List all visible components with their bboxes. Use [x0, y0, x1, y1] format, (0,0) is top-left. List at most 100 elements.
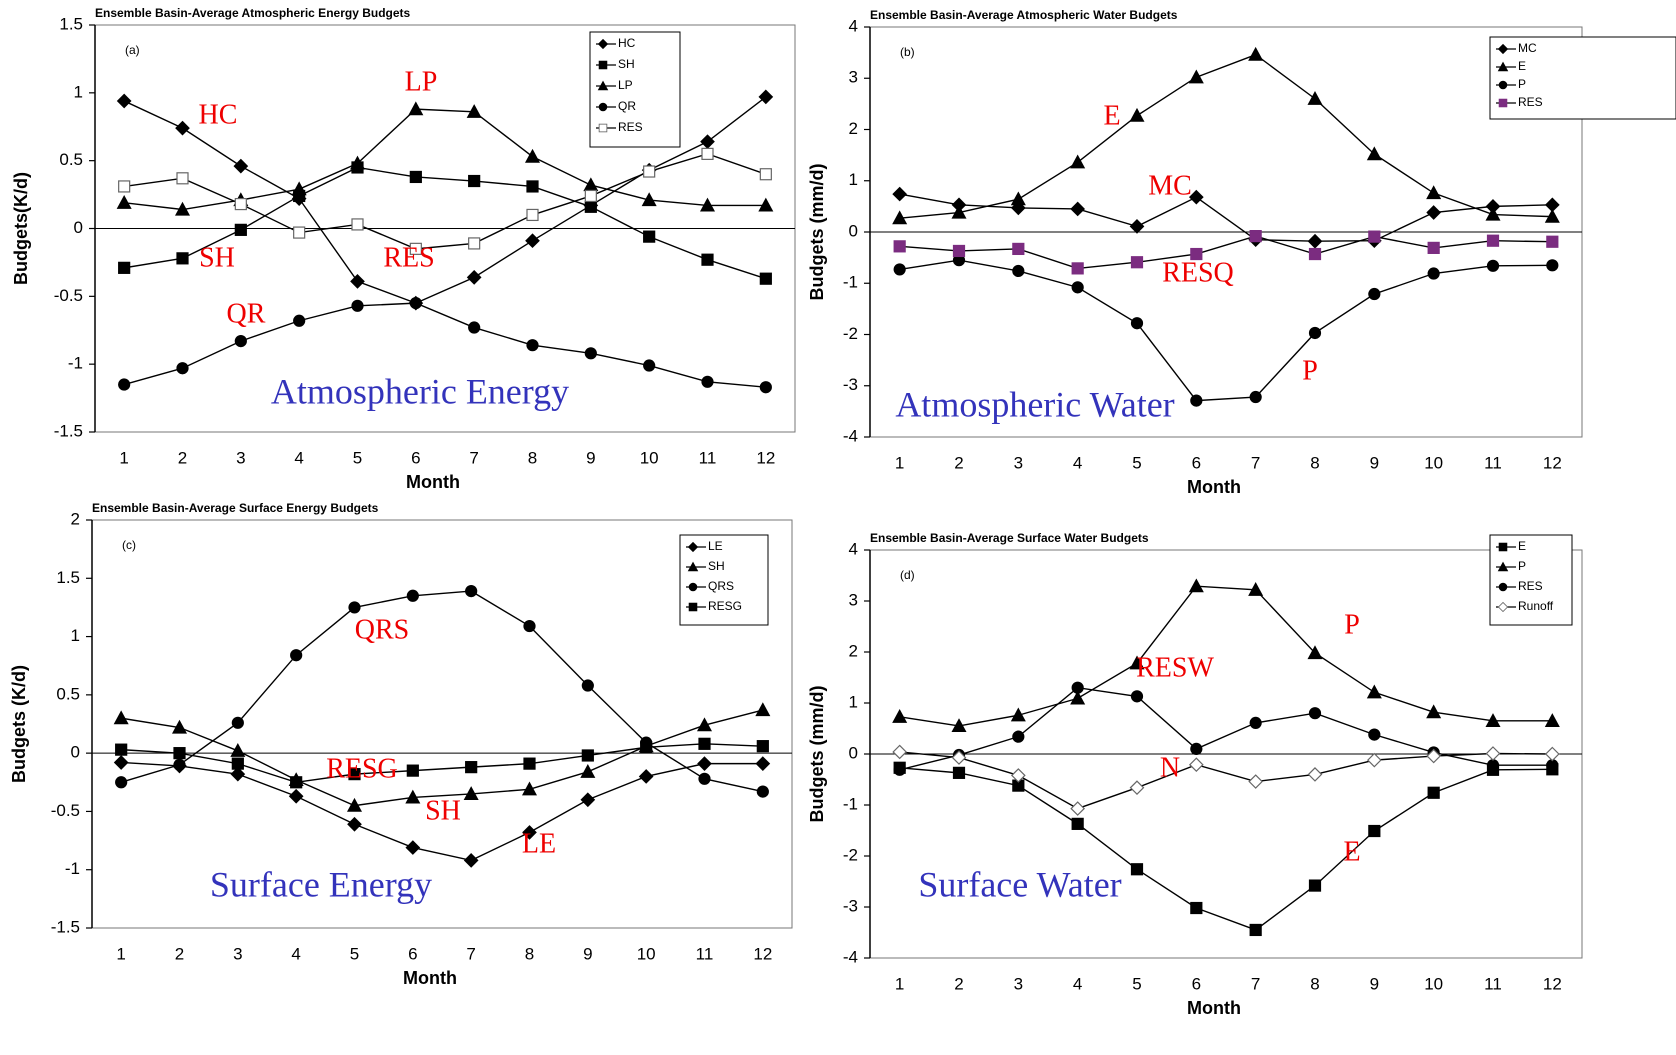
marker	[1249, 390, 1262, 404]
annotation: SH	[425, 795, 461, 826]
y-tick-label: 4	[849, 16, 858, 35]
marker	[230, 766, 246, 782]
legend-marker	[1498, 542, 1508, 552]
y-tick-label: 0.5	[56, 684, 80, 703]
marker	[1070, 154, 1086, 169]
y-tick-label: 0	[849, 743, 858, 762]
x-tick-label: 3	[1014, 453, 1023, 472]
marker	[234, 223, 247, 236]
x-tick-label: 12	[1543, 453, 1562, 472]
marker	[643, 359, 656, 372]
marker	[1010, 191, 1026, 206]
marker	[351, 218, 364, 231]
marker	[290, 649, 303, 662]
legend-marker	[1498, 98, 1508, 108]
marker	[1188, 578, 1204, 593]
marker	[463, 786, 479, 801]
marker	[1249, 923, 1262, 937]
marker	[521, 781, 538, 796]
x-tick-label: 5	[1132, 453, 1141, 472]
panel: Ensemble Basin-Average Atmospheric Energ…	[11, 6, 796, 492]
marker	[176, 172, 189, 185]
marker	[701, 147, 714, 160]
x-tick-label: 12	[753, 944, 772, 963]
marker	[175, 120, 190, 136]
marker	[1426, 748, 1442, 764]
series-line	[899, 193, 1553, 242]
legend-marker	[687, 541, 699, 553]
y-tick-label: 1	[71, 626, 80, 645]
legend-label: SH	[618, 57, 635, 71]
legend-label: SH	[708, 559, 725, 573]
marker	[640, 741, 653, 754]
panel: Ensemble Basin-Average Surface Energy Bu…	[9, 501, 793, 988]
marker	[465, 761, 478, 774]
x-tick-label: 2	[178, 448, 187, 467]
series-line	[123, 302, 766, 388]
legend-label: P	[1518, 77, 1526, 91]
marker	[951, 718, 967, 733]
marker	[1366, 684, 1382, 699]
marker	[580, 764, 596, 778]
marker	[409, 242, 422, 255]
x-tick-label: 11	[1484, 453, 1502, 472]
x-tick-label: 1	[895, 453, 904, 472]
panel: Ensemble Basin-Average Surface Water Bud…	[807, 531, 1583, 1018]
marker	[1071, 817, 1084, 830]
marker	[463, 853, 479, 868]
x-tick-label: 3	[1014, 974, 1023, 993]
marker	[173, 758, 186, 771]
x-tick-label: 5	[350, 944, 359, 963]
marker	[115, 776, 128, 789]
marker	[115, 743, 128, 756]
marker	[466, 269, 482, 285]
marker	[350, 274, 365, 289]
marker	[349, 155, 366, 170]
marker	[700, 134, 715, 150]
legend-marker	[688, 582, 698, 592]
marker	[1427, 241, 1440, 254]
y-tick-label: 3	[849, 590, 858, 609]
x-tick-label: 6	[408, 944, 417, 963]
x-tick-label: 9	[1370, 974, 1379, 993]
marker	[174, 201, 191, 216]
legend-label: LE	[708, 539, 723, 553]
x-tick-label: 4	[291, 944, 300, 963]
x-tick-label: 8	[1310, 453, 1319, 472]
series-line	[899, 767, 1553, 931]
series-line	[123, 96, 767, 304]
marker	[756, 785, 769, 798]
marker	[1485, 746, 1501, 761]
marker	[699, 197, 716, 212]
marker	[1546, 259, 1559, 272]
panel-label: (d)	[900, 568, 915, 582]
panel-label: (a)	[125, 43, 140, 57]
marker	[1249, 716, 1262, 729]
x-tick-label: 1	[116, 944, 125, 963]
marker	[409, 297, 422, 310]
legend-label: RESG	[708, 599, 742, 613]
marker	[1427, 786, 1440, 799]
marker	[952, 766, 966, 779]
marker	[526, 208, 539, 222]
marker	[1012, 242, 1025, 256]
x-tick-label: 10	[637, 944, 656, 963]
x-tick-label: 12	[756, 448, 775, 467]
legend-marker	[597, 80, 609, 91]
y-tick-label: -1	[68, 354, 83, 373]
annotation: Atmospheric Water	[895, 384, 1174, 424]
marker	[1129, 655, 1145, 670]
annotation: P	[1344, 609, 1360, 640]
legend-label: E	[1518, 59, 1526, 73]
x-tick-label: 7	[469, 448, 478, 467]
x-tick-label: 6	[1192, 974, 1201, 993]
y-tick-label: 2	[849, 119, 858, 138]
marker	[118, 261, 131, 274]
marker	[409, 170, 422, 184]
marker	[1308, 326, 1322, 340]
series-line	[899, 53, 1553, 219]
y-tick-label: -0.5	[51, 801, 80, 820]
series-line	[899, 259, 1553, 402]
annotation: MC	[1148, 170, 1192, 201]
annotation: N	[1160, 752, 1180, 783]
